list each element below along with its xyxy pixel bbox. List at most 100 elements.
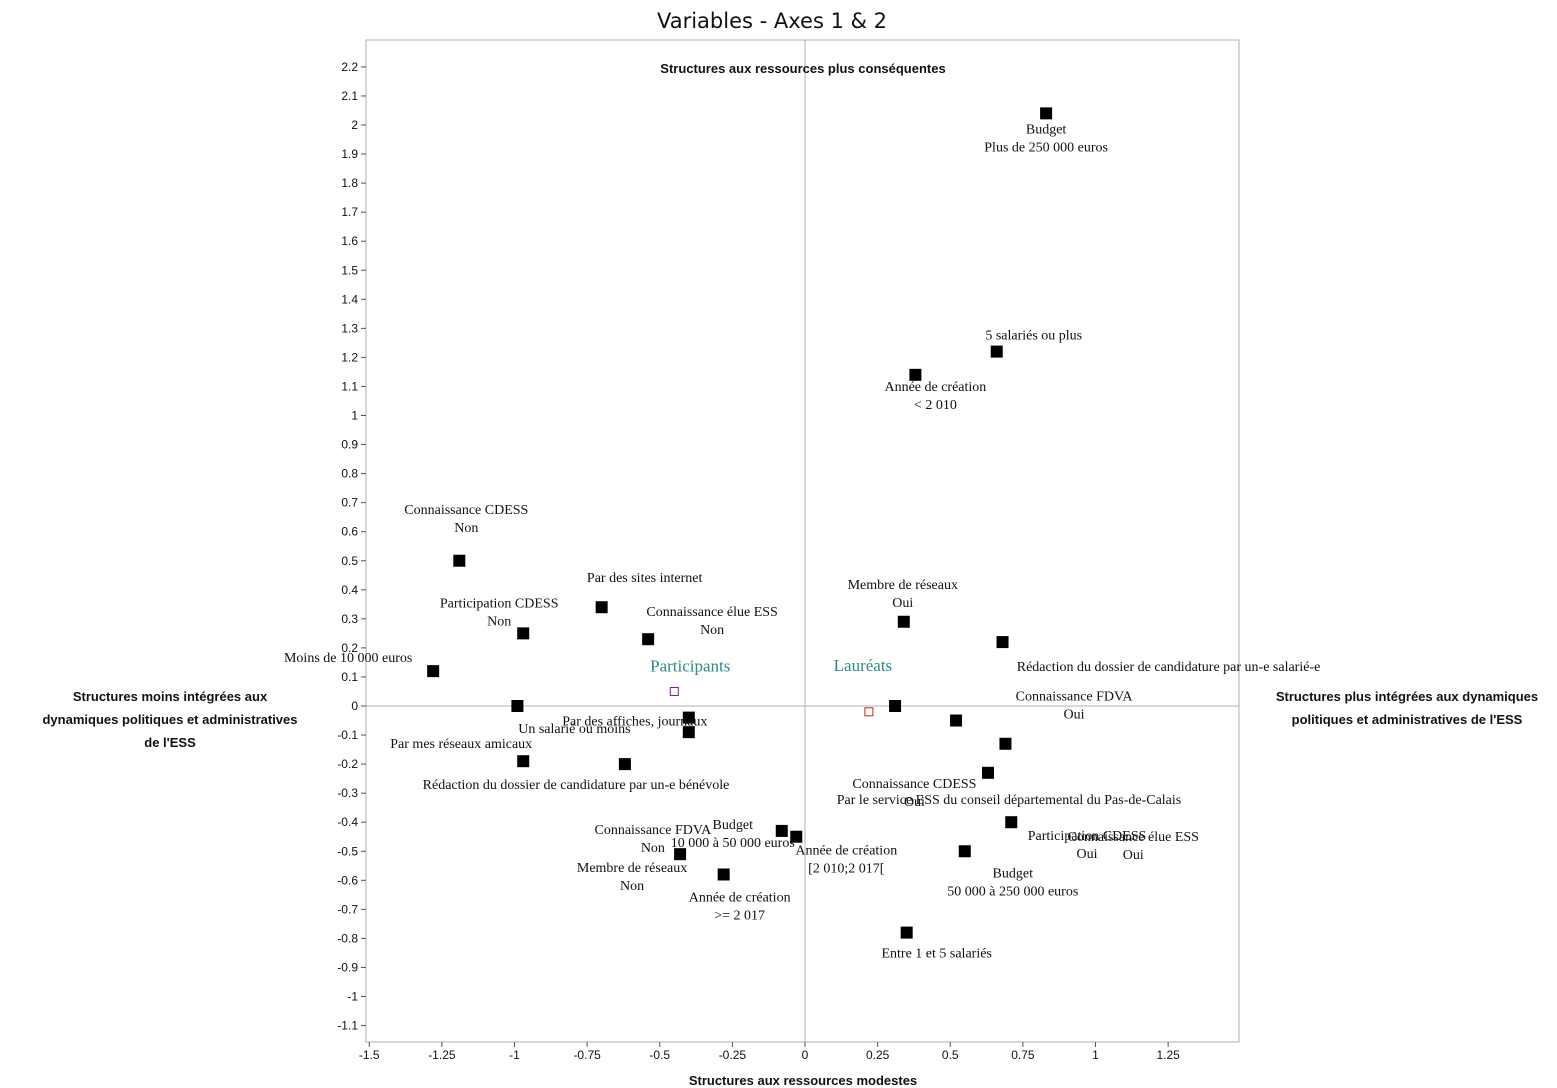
point-label: Participation CDESS [440, 596, 559, 611]
data-point [950, 714, 963, 727]
y-tick-label: -1 [347, 990, 358, 1004]
point-label: >= 2 017 [714, 908, 765, 923]
point-label: Non [487, 614, 511, 629]
point-label: Participation CDESS [1028, 829, 1147, 844]
left-axis-caption-line-1: Structures moins intégrées aux [73, 689, 268, 704]
point-label: [2 010;2 017[ [808, 862, 885, 877]
data-point [1040, 107, 1053, 120]
x-tick-label: -0.75 [573, 1048, 601, 1062]
data-point [909, 368, 922, 381]
bottom-axis-caption: Structures aux ressources modestes [689, 1073, 917, 1088]
y-tick-label: 0.2 [341, 641, 358, 655]
y-tick-label: -1.1 [337, 1019, 358, 1033]
point-label: Connaissance élue ESS [1068, 830, 1199, 845]
point-label: Connaissance CDESS [404, 503, 528, 518]
y-tick-label: 1.5 [341, 263, 358, 277]
point-label: Non [620, 879, 644, 894]
y-tick-label: 0.8 [341, 467, 358, 481]
data-point [790, 830, 803, 843]
x-tick-label: 0 [802, 1048, 809, 1062]
data-point [517, 627, 530, 640]
y-tick-label: 1.7 [341, 205, 358, 219]
y-tick-label: 0.5 [341, 554, 358, 568]
point-label: Non [700, 623, 724, 638]
point-label: 5 salariés ou plus [985, 329, 1082, 344]
point-label: 50 000 à 250 000 euros [947, 884, 1078, 899]
data-point [682, 711, 695, 724]
right-axis-caption-line-1: Structures plus intégrées aux dynamiques [1276, 689, 1538, 704]
data-point [674, 848, 687, 861]
chart-title: Variables - Axes 1 & 2 [657, 9, 887, 33]
extra-label-benevole: Rédaction du dossier de candidature par … [423, 778, 730, 793]
data-point [427, 665, 440, 678]
data-point [897, 615, 910, 628]
data-point [717, 868, 730, 881]
x-tick-label: 1 [1092, 1048, 1099, 1062]
y-tick-label: 1 [351, 409, 358, 423]
y-tick-label: -0.6 [337, 873, 358, 887]
point-label: Oui [1077, 847, 1098, 862]
data-point [642, 633, 655, 646]
point-label: Non [454, 521, 478, 536]
y-tick-label: 1.2 [341, 350, 358, 364]
point-label: Oui [904, 795, 925, 810]
y-tick-label: 0.1 [341, 670, 358, 684]
data-point [511, 700, 524, 712]
x-tick-label: -0.5 [649, 1048, 670, 1062]
data-point [453, 554, 466, 567]
x-tick-label: -1.5 [359, 1048, 380, 1062]
point-label: Membre de réseaux [848, 578, 958, 593]
x-tick-label: 0.25 [866, 1048, 890, 1062]
x-tick-label: -1 [509, 1048, 520, 1062]
point-label: Un salarié ou moins [518, 722, 630, 737]
supplementary-label: Participants [650, 656, 730, 675]
y-tick-label: 2.2 [341, 60, 358, 74]
data-point [999, 737, 1012, 750]
point-label: Année de création [795, 844, 897, 859]
point-label: Plus de 250 000 euros [984, 140, 1108, 155]
data-point [618, 758, 631, 771]
point-label: Par mes réseaux amicaux [390, 737, 532, 752]
data-point [990, 345, 1003, 358]
left-axis-caption-line-3: de l'ESS [144, 735, 196, 750]
point-label: Connaissance CDESS [852, 777, 976, 792]
point-label: < 2 010 [914, 398, 957, 413]
point-label: Moins de 10 000 euros [284, 651, 412, 666]
y-tick-label: 0.9 [341, 438, 358, 452]
supplementary-label: Lauréats [834, 656, 893, 675]
y-tick-label: -0.8 [337, 931, 358, 945]
x-tick-label: 0.5 [942, 1048, 959, 1062]
y-tick-label: 1.3 [341, 321, 358, 335]
data-point [958, 845, 971, 858]
y-tick-label: -0.4 [337, 815, 358, 829]
y-tick-label: -0.5 [337, 844, 358, 858]
data-point [996, 636, 1009, 649]
data-point [595, 601, 608, 614]
point-label: Oui [892, 596, 913, 611]
point-label: Par des affiches, journaux [562, 715, 707, 730]
point-label: Année de création [884, 380, 986, 395]
top-axis-caption: Structures aux ressources plus conséquen… [660, 61, 945, 76]
y-tick-label: 1.8 [341, 176, 358, 190]
point-label: Oui [1064, 708, 1085, 723]
y-tick-label: 0.7 [341, 496, 358, 510]
data-point [517, 755, 530, 768]
point-label: Par des sites internet [587, 571, 703, 586]
y-tick-label: 0.3 [341, 612, 358, 626]
y-tick-label: -0.9 [337, 960, 358, 974]
y-tick-label: 0.4 [341, 583, 358, 597]
point-label: Budget [993, 866, 1034, 881]
y-tick-label: 0.6 [341, 525, 358, 539]
x-tick-label: 1.25 [1156, 1048, 1180, 1062]
y-tick-label: 1.1 [341, 379, 358, 393]
left-axis-caption-line-2: dynamiques politiques et administratives [42, 712, 297, 727]
y-tick-label: 2 [351, 118, 358, 132]
x-tick-label: 0.75 [1011, 1048, 1035, 1062]
points-layer: Budget Plus de 250 000 euros 5 salariés ou… [284, 107, 1320, 962]
point-label: Budget [1026, 122, 1067, 137]
y-tick-label: 0 [351, 699, 358, 713]
point-label: Entre 1 et 5 salariés [881, 947, 991, 962]
point-label: Oui [1123, 848, 1144, 863]
x-tick-label: -0.25 [719, 1048, 747, 1062]
y-tick-label: -0.7 [337, 902, 358, 916]
